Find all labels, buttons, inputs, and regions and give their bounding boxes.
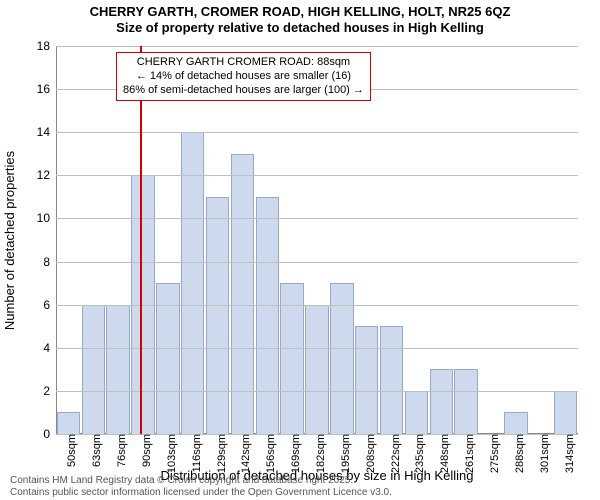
histogram-bar: [280, 283, 303, 434]
x-tick-label: 63sqm: [89, 434, 103, 467]
chart-title-line-1: CHERRY GARTH, CROMER ROAD, HIGH KELLING,…: [0, 4, 600, 20]
annotation-line: CHERRY GARTH CROMER ROAD: 88sqm: [123, 56, 364, 70]
gridline: [56, 218, 578, 219]
y-tick-label: 12: [37, 168, 56, 182]
histogram-bar: [380, 326, 403, 434]
histogram-bar: [231, 154, 254, 434]
histogram-bar: [554, 391, 577, 434]
x-tick-label: 76sqm: [114, 434, 128, 467]
histogram-bar: [405, 391, 428, 434]
x-tick-label: 90sqm: [139, 434, 153, 467]
gridline: [56, 262, 578, 263]
y-tick-label: 18: [37, 39, 56, 53]
histogram-bar: [57, 412, 80, 434]
histogram-bar: [355, 326, 378, 434]
histogram-bar: [305, 305, 328, 434]
y-axis-label-text: Number of detached properties: [3, 150, 18, 329]
histogram-bar: [156, 283, 179, 434]
y-tick-label: 14: [37, 125, 56, 139]
y-tick-label: 10: [37, 211, 56, 225]
chart-container: CHERRY GARTH, CROMER ROAD, HIGH KELLING,…: [0, 0, 600, 500]
histogram-bar: [106, 305, 129, 434]
y-tick-label: 6: [43, 298, 56, 312]
annotation-box: CHERRY GARTH CROMER ROAD: 88sqm← 14% of …: [116, 52, 371, 101]
chart-footer: Contains HM Land Registry data © Crown c…: [10, 475, 392, 498]
chart-title-block: CHERRY GARTH, CROMER ROAD, HIGH KELLING,…: [0, 0, 600, 37]
gridline: [56, 175, 578, 176]
histogram-bar: [181, 132, 204, 434]
gridline: [56, 391, 578, 392]
highlight-line: [140, 46, 142, 434]
histogram-bar: [330, 283, 353, 434]
annotation-line: ← 14% of detached houses are smaller (16…: [123, 70, 364, 84]
histogram-bar: [206, 197, 229, 434]
annotation-line: 86% of semi-detached houses are larger (…: [123, 84, 364, 98]
footer-line-1: Contains HM Land Registry data © Crown c…: [10, 475, 392, 487]
footer-line-2: Contains public sector information licen…: [10, 487, 392, 499]
y-tick-label: 2: [43, 384, 56, 398]
y-tick-label: 4: [43, 341, 56, 355]
gridline: [56, 132, 578, 133]
plot-area: 02468101214161850sqm63sqm76sqm90sqm103sq…: [56, 46, 578, 434]
x-tick-label: 50sqm: [64, 434, 78, 467]
y-tick-label: 8: [43, 255, 56, 269]
bars-layer: [56, 46, 578, 434]
histogram-bar: [82, 305, 105, 434]
histogram-bar: [256, 197, 279, 434]
gridline: [56, 348, 578, 349]
x-tick-label: 116sqm: [189, 434, 203, 472]
histogram-bar: [454, 369, 477, 434]
y-tick-label: 16: [37, 82, 56, 96]
chart-title-line-2: Size of property relative to detached ho…: [0, 20, 600, 36]
y-axis-label: Number of detached properties: [2, 46, 18, 434]
gridline: [56, 46, 578, 47]
y-tick-label: 0: [43, 427, 56, 441]
histogram-bar: [504, 412, 527, 434]
histogram-bar: [430, 369, 453, 434]
gridline: [56, 305, 578, 306]
